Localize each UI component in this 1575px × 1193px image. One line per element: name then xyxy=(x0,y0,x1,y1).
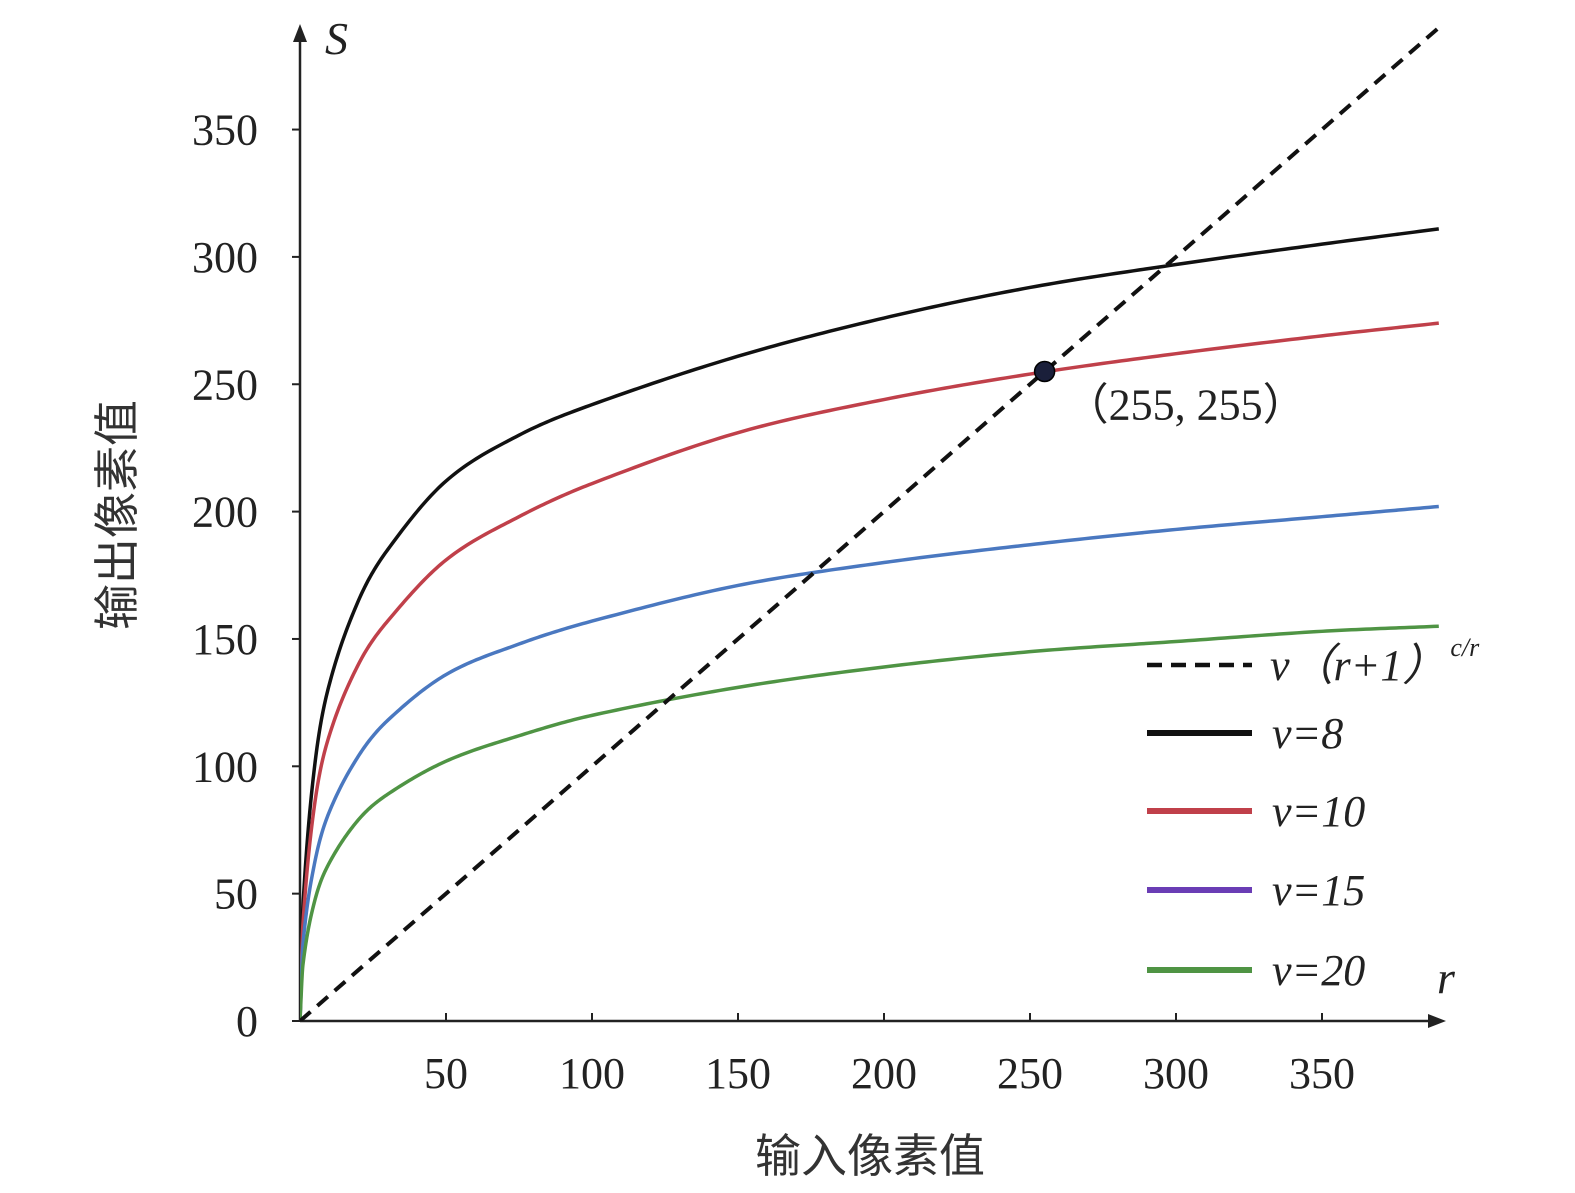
ticks: 50 100 150 200 250 300 350 0 50 100 150 200 250 300 35… xyxy=(192,106,1355,1098)
x-tick-label: 350 xyxy=(1289,1049,1355,1098)
y-tick-label: 250 xyxy=(192,360,258,409)
legend-formula-part-1: v（ xyxy=(1270,641,1342,690)
intersection-point xyxy=(1033,360,1056,383)
legend-label-v10: v=10 xyxy=(1272,787,1365,836)
x-axis-title: 输入像素值 xyxy=(755,1129,985,1183)
legend-formula-part-3: ） xyxy=(1402,641,1446,690)
series-line-v15 xyxy=(300,504,1439,1021)
series-line-v8 xyxy=(300,227,1440,1021)
series-layer xyxy=(300,26,1441,1021)
series-line-v20 xyxy=(300,624,1439,1021)
y-axis-title: 输出像素值 xyxy=(90,400,144,630)
annotation: （255, 255） xyxy=(1033,360,1307,430)
x-tick-label: 200 xyxy=(851,1049,917,1098)
x-tick-label: 50 xyxy=(424,1049,468,1098)
x-axis-arrow xyxy=(1428,1014,1446,1028)
y-tick-label: 300 xyxy=(192,233,258,282)
legend-label-v8: v=8 xyxy=(1272,709,1343,758)
y-tick-label: 350 xyxy=(192,106,258,155)
legend: v（r+1） c/r v=8 v=10 v=15 v=20 xyxy=(1147,633,1480,995)
series-line-dashed xyxy=(300,26,1441,1021)
y-tick-label: 150 xyxy=(192,615,258,664)
x-tick-label: 250 xyxy=(997,1049,1063,1098)
legend-label-v15: v=15 xyxy=(1272,866,1365,915)
x-tick-label: 300 xyxy=(1143,1049,1209,1098)
y-tick-label: 0 xyxy=(236,997,258,1046)
x-axis-variable: r xyxy=(1437,952,1456,1003)
legend-label-v20: v=20 xyxy=(1272,946,1365,995)
legend-formula-part-2: r+1 xyxy=(1334,641,1403,690)
axes: S r xyxy=(293,13,1456,1028)
legend-label-formula: v（r+1） c/r xyxy=(1270,633,1480,690)
y-tick-label: 200 xyxy=(192,488,258,537)
x-tick-label: 150 xyxy=(705,1049,771,1098)
y-axis-variable: S xyxy=(325,13,348,64)
y-tick-label: 50 xyxy=(214,870,258,919)
intersection-label: （255, 255） xyxy=(1065,381,1307,430)
x-tick-label: 100 xyxy=(559,1049,625,1098)
series-line-v10 xyxy=(300,321,1439,1021)
legend-formula-exponent: c/r xyxy=(1450,633,1480,662)
y-tick-label: 100 xyxy=(192,742,258,791)
y-axis-arrow xyxy=(293,24,307,42)
